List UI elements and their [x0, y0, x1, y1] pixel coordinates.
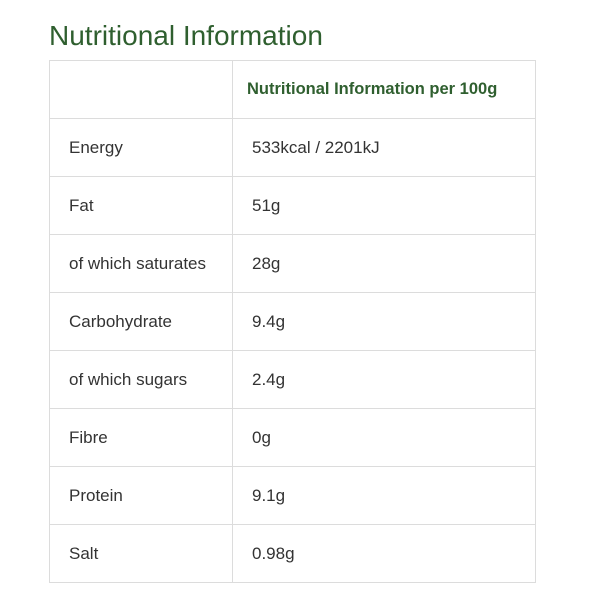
header-cell-blank — [49, 60, 233, 119]
nutrient-name: Fibre — [49, 408, 233, 467]
header-cell: Nutritional Information per 100g — [232, 60, 536, 119]
nutrient-name: Protein — [49, 466, 233, 525]
table-row: Carbohydrate 9.4g — [49, 292, 536, 351]
table-row: Energy 533kcal / 2201kJ — [49, 118, 536, 177]
page-title: Nutritional Information — [49, 20, 323, 51]
nutrient-value: 9.4g — [232, 292, 536, 351]
nutrient-name: of which saturates — [49, 234, 233, 293]
nutrient-name: of which sugars — [49, 350, 233, 409]
table-row: Salt 0.98g — [49, 524, 536, 583]
header-row: Nutritional Information per 100g — [49, 60, 536, 119]
nutrient-name: Carbohydrate — [49, 292, 233, 351]
nutrient-name: Fat — [49, 176, 233, 235]
table-row: of which saturates 28g — [49, 234, 536, 293]
table-row: Protein 9.1g — [49, 466, 536, 525]
nutrient-value: 9.1g — [232, 466, 536, 525]
nutrient-value: 0g — [232, 408, 536, 467]
nutrient-name: Salt — [49, 524, 233, 583]
table-body: Energy 533kcal / 2201kJ Fat 51g of which sat… — [49, 118, 536, 583]
nutrient-value: 2.4g — [232, 350, 536, 409]
table-row: Fibre 0g — [49, 408, 536, 467]
nutrient-value: 51g — [232, 176, 536, 235]
nutrient-value: 533kcal / 2201kJ — [232, 118, 536, 177]
nutrient-value: 28g — [232, 234, 536, 293]
nutrient-value: 0.98g — [232, 524, 536, 583]
table-head: Nutritional Information per 100g — [49, 60, 536, 119]
nutrition-table: Nutritional Information per 100g Energy 5… — [49, 60, 536, 583]
table-row: Fat 51g — [49, 176, 536, 235]
table-row: of which sugars 2.4g — [49, 350, 536, 409]
nutrient-name: Energy — [49, 118, 233, 177]
